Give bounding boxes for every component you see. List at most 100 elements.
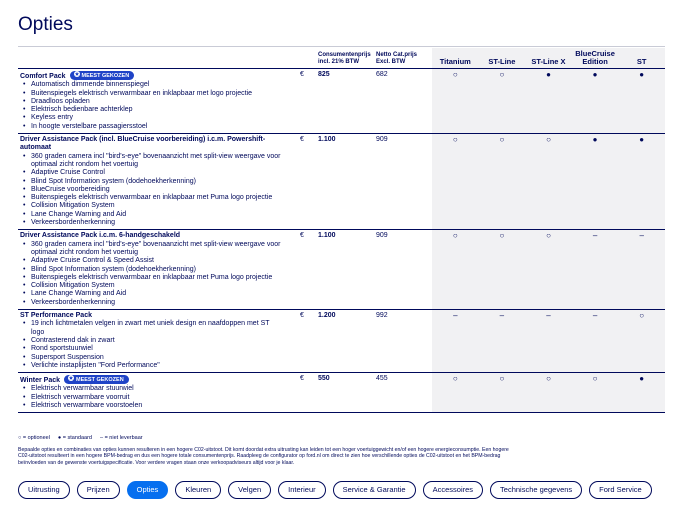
availability: ●	[571, 68, 619, 134]
feature-item: Collision Mitigation System	[23, 282, 281, 291]
availability: ○	[478, 372, 526, 413]
availability: ○	[432, 229, 479, 310]
feature-item: 360 graden camera incl "bird's-eye" bove…	[23, 153, 281, 170]
feature-item: 360 graden camera incl "bird's-eye" bove…	[23, 241, 281, 258]
option-heading: Comfort Pack MEEST GEKOZEN	[20, 71, 296, 81]
nav-button[interactable]: Technische gegevens	[490, 481, 583, 499]
price: 1.200	[318, 312, 336, 320]
availability: –	[571, 309, 619, 373]
price: 1.100	[318, 136, 336, 144]
currency: €	[300, 136, 304, 144]
column-header: Netto Cat.prijs Excl. BTW	[376, 52, 418, 65]
option-heading: Driver Assistance Pack (incl. BlueCruise…	[20, 136, 296, 153]
feature-item: Buitenspiegels elektrisch verwarmbaar en…	[23, 90, 281, 99]
footnote: Bepaalde opties en combinaties van optie…	[18, 447, 509, 466]
feature-item: Collision Mitigation System	[23, 202, 281, 211]
divider	[18, 46, 665, 47]
feature-list: Automatisch dimmende binnenspiegelBuiten…	[20, 81, 296, 131]
availability: ●	[618, 372, 665, 413]
feature-item: Lane Change Warning and Aid	[23, 211, 281, 220]
availability: ○	[478, 133, 526, 230]
availability: ○	[432, 372, 479, 413]
option-name: Driver Assistance Pack i.c.m. 6-handgesc…	[20, 232, 181, 240]
feature-item: Contrasterend dak in zwart	[23, 337, 281, 346]
currency: €	[300, 71, 304, 78]
option-row: ST Performance Pack19 inch lichtmetalen …	[18, 309, 665, 373]
availability: ●	[525, 68, 572, 134]
option-row: Driver Assistance Pack (incl. BlueCruise…	[18, 133, 665, 230]
feature-list: Elektrisch verwarmbaar stuurwielElektris…	[20, 385, 296, 410]
net-price: 909	[376, 232, 388, 240]
availability: ○	[618, 309, 665, 373]
column-header: ST-Line	[478, 48, 526, 69]
feature-item: Adaptive Cruise Control	[23, 169, 281, 178]
feature-item: Verkeersbordenherkenning	[23, 219, 281, 228]
option-cell: Comfort Pack MEEST GEKOZEN Automatisch dim…	[18, 69, 298, 134]
feature-item: Keyless entry	[23, 114, 281, 123]
option-cell: Driver Assistance Pack i.c.m. 6-handgesc…	[18, 230, 298, 310]
nav-button[interactable]: Velgen	[228, 481, 272, 499]
feature-list: 19 inch lichtmetalen velgen in zwart met…	[20, 320, 296, 370]
availability: ○	[432, 68, 479, 134]
availability: ○	[478, 229, 526, 310]
feature-item: Draadloos opladen	[23, 98, 281, 107]
option-cell: ST Performance Pack19 inch lichtmetalen …	[18, 310, 298, 373]
price: 825	[318, 71, 330, 78]
nav-button[interactable]: Ford Service	[589, 481, 652, 499]
nav-button[interactable]: Prijzen	[76, 481, 120, 499]
header-row: Consumentenprijs incl. 21% BTW Netto Cat.…	[18, 48, 665, 69]
feature-item: Blind Spot Information system (dodehoekh…	[23, 178, 281, 187]
feature-item: Rond sportstuurwiel	[23, 345, 281, 354]
availability: –	[478, 309, 526, 373]
option-cell: Driver Assistance Pack (incl. BlueCruise…	[18, 134, 298, 230]
feature-item: BlueCruise voorbereiding	[23, 186, 281, 195]
net-price: 682	[376, 71, 388, 78]
nav-button[interactable]: Opties	[126, 481, 169, 499]
feature-list: 360 graden camera incl "bird's-eye" bove…	[20, 241, 296, 308]
page-title: Opties	[18, 14, 73, 35]
feature-item: Lane Change Warning and Aid	[23, 290, 281, 299]
nav-button[interactable]: Accessoires	[422, 481, 484, 499]
availability: ○	[571, 372, 619, 413]
star-icon	[68, 375, 75, 382]
availability: ○	[478, 68, 526, 134]
feature-item: Verkeersbordenherkenning	[23, 299, 281, 308]
option-row: Driver Assistance Pack i.c.m. 6-handgesc…	[18, 229, 665, 310]
legend: ○ = optioneel ● = standaard – = niet lever…	[18, 435, 143, 441]
feature-item: Automatisch dimmende binnenspiegel	[23, 81, 281, 90]
header-cell	[298, 48, 316, 69]
option-heading: Winter Pack MEEST GEKOZEN	[20, 375, 296, 385]
legend-item: ○ = optioneel	[18, 435, 50, 441]
column-header: ST-Line X	[525, 48, 572, 69]
badge-text: MEEST GEKOZEN	[81, 73, 130, 79]
net-price: 992	[376, 312, 388, 320]
feature-item: Elektrisch verwarmbare voorruit	[23, 394, 281, 403]
price: 1.100	[318, 232, 336, 240]
net-price: 909	[376, 136, 388, 144]
option-name: Driver Assistance Pack (incl. BlueCruise…	[20, 136, 266, 152]
currency: €	[300, 312, 304, 320]
option-name: ST Performance Pack	[20, 312, 92, 320]
availability: –	[525, 309, 572, 373]
feature-item: Elektrisch verwarmbaar stuurwiel	[23, 385, 281, 394]
nav-button[interactable]: Service & Garantie	[332, 481, 416, 499]
availability: –	[571, 229, 619, 310]
feature-item: Elektrisch verwarmbare voorstoelen	[23, 402, 281, 411]
nav-button[interactable]: Kleuren	[175, 481, 222, 499]
nav-button[interactable]: Interieur	[278, 481, 326, 499]
currency: €	[300, 375, 304, 383]
availability: ○	[525, 133, 572, 230]
feature-item: Buitenspiegels elektrisch verwarmbaar en…	[23, 274, 281, 283]
feature-item: Verlichte instaplijsten "Ford Performanc…	[23, 362, 281, 371]
feature-item: 19 inch lichtmetalen velgen in zwart met…	[23, 320, 281, 337]
nav-button[interactable]: Uitrusting	[18, 481, 70, 499]
feature-item: Blind Spot Information system (dodehoekh…	[23, 266, 281, 275]
column-header: ST	[618, 48, 665, 69]
badge: MEEST GEKOZEN	[69, 71, 135, 80]
options-table: Consumentenprijs incl. 21% BTW Netto Cat.…	[18, 48, 665, 413]
legend-item: – = niet leverbaar	[99, 435, 143, 441]
availability: ○	[432, 133, 479, 230]
